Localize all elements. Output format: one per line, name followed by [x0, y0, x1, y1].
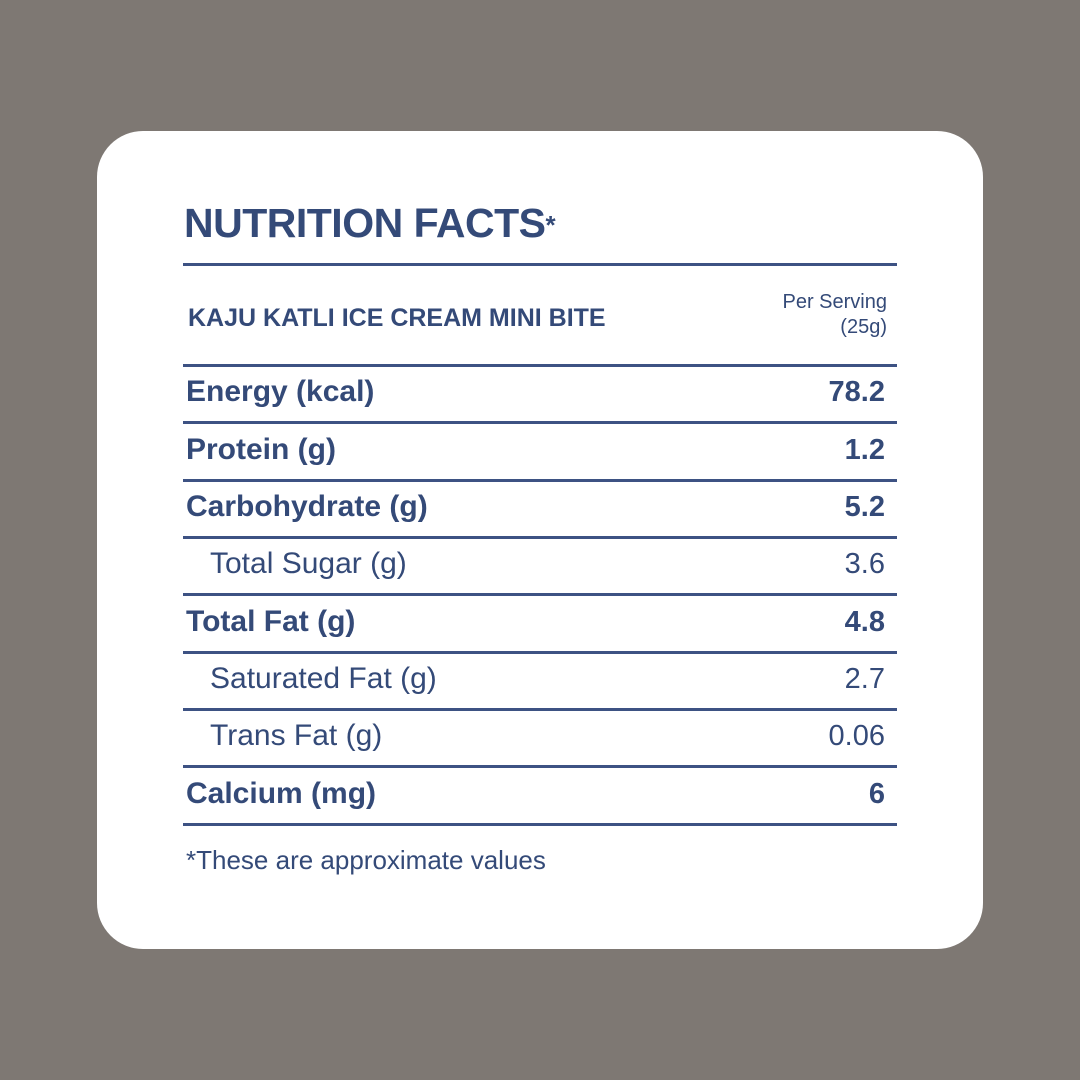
title-asterisk: *: [545, 210, 556, 240]
serving-size: Per Serving (25g): [783, 290, 888, 340]
nutrient-label: Calcium (mg): [186, 777, 377, 810]
product-name: KAJU KATLI ICE CREAM MINI BITE: [188, 304, 606, 332]
nutrition-card: NUTRITION FACTS* KAJU KATLI ICE CREAM MI…: [97, 131, 983, 949]
nutrient-row-energy: Energy (kcal) 78.2: [183, 367, 897, 422]
row-divider: [183, 479, 897, 482]
divider-header: [183, 364, 897, 367]
row-divider: [183, 536, 897, 539]
nutrient-label: Carbohydrate (g): [186, 490, 428, 523]
nutrient-row-saturated-fat: Saturated Fat (g) 2.7: [183, 654, 897, 709]
footnote: *These are approximate values: [186, 845, 546, 875]
nutrient-label: Energy (kcal): [186, 375, 375, 408]
nutrient-value: 78.2: [828, 376, 885, 408]
nutrient-value: 6: [868, 778, 885, 810]
panel-title: NUTRITION FACTS*: [184, 199, 556, 247]
nutrient-value: 5.2: [844, 491, 885, 523]
row-divider: [183, 593, 897, 596]
nutrient-row-trans-fat: Trans Fat (g) 0.06: [183, 711, 897, 766]
nutrient-label: Protein (g): [186, 433, 336, 466]
nutrient-row-carbohydrate: Carbohydrate (g) 5.2: [183, 482, 897, 537]
nutrient-value: 2.7: [844, 663, 885, 695]
serving-label: Per Serving: [782, 291, 888, 313]
nutrient-row-total-fat: Total Fat (g) 4.8: [183, 597, 897, 652]
row-divider: [183, 708, 897, 711]
title-text: NUTRITION FACTS: [184, 200, 546, 246]
nutrient-label: Total Sugar (g): [210, 547, 407, 580]
nutrient-value: 3.6: [844, 548, 885, 580]
nutrient-value: 0.06: [828, 720, 885, 752]
nutrient-value: 4.8: [844, 606, 885, 638]
nutrient-row-total-sugar: Total Sugar (g) 3.6: [183, 539, 897, 594]
nutrient-value: 1.2: [844, 434, 885, 466]
row-divider: [183, 651, 897, 654]
nutrient-row-protein: Protein (g) 1.2: [183, 425, 897, 480]
nutrient-row-calcium: Calcium (mg) 6: [183, 769, 897, 824]
divider-top: [183, 263, 897, 266]
nutrient-label: Saturated Fat (g): [210, 662, 437, 695]
row-divider: [183, 765, 897, 768]
serving-amount: (25g): [840, 316, 887, 338]
row-divider: [183, 421, 897, 424]
nutrient-label: Trans Fat (g): [210, 719, 383, 752]
divider-bottom: [183, 823, 897, 826]
table-header: KAJU KATLI ICE CREAM MINI BITE Per Servi…: [183, 268, 897, 364]
nutrient-label: Total Fat (g): [186, 605, 356, 638]
